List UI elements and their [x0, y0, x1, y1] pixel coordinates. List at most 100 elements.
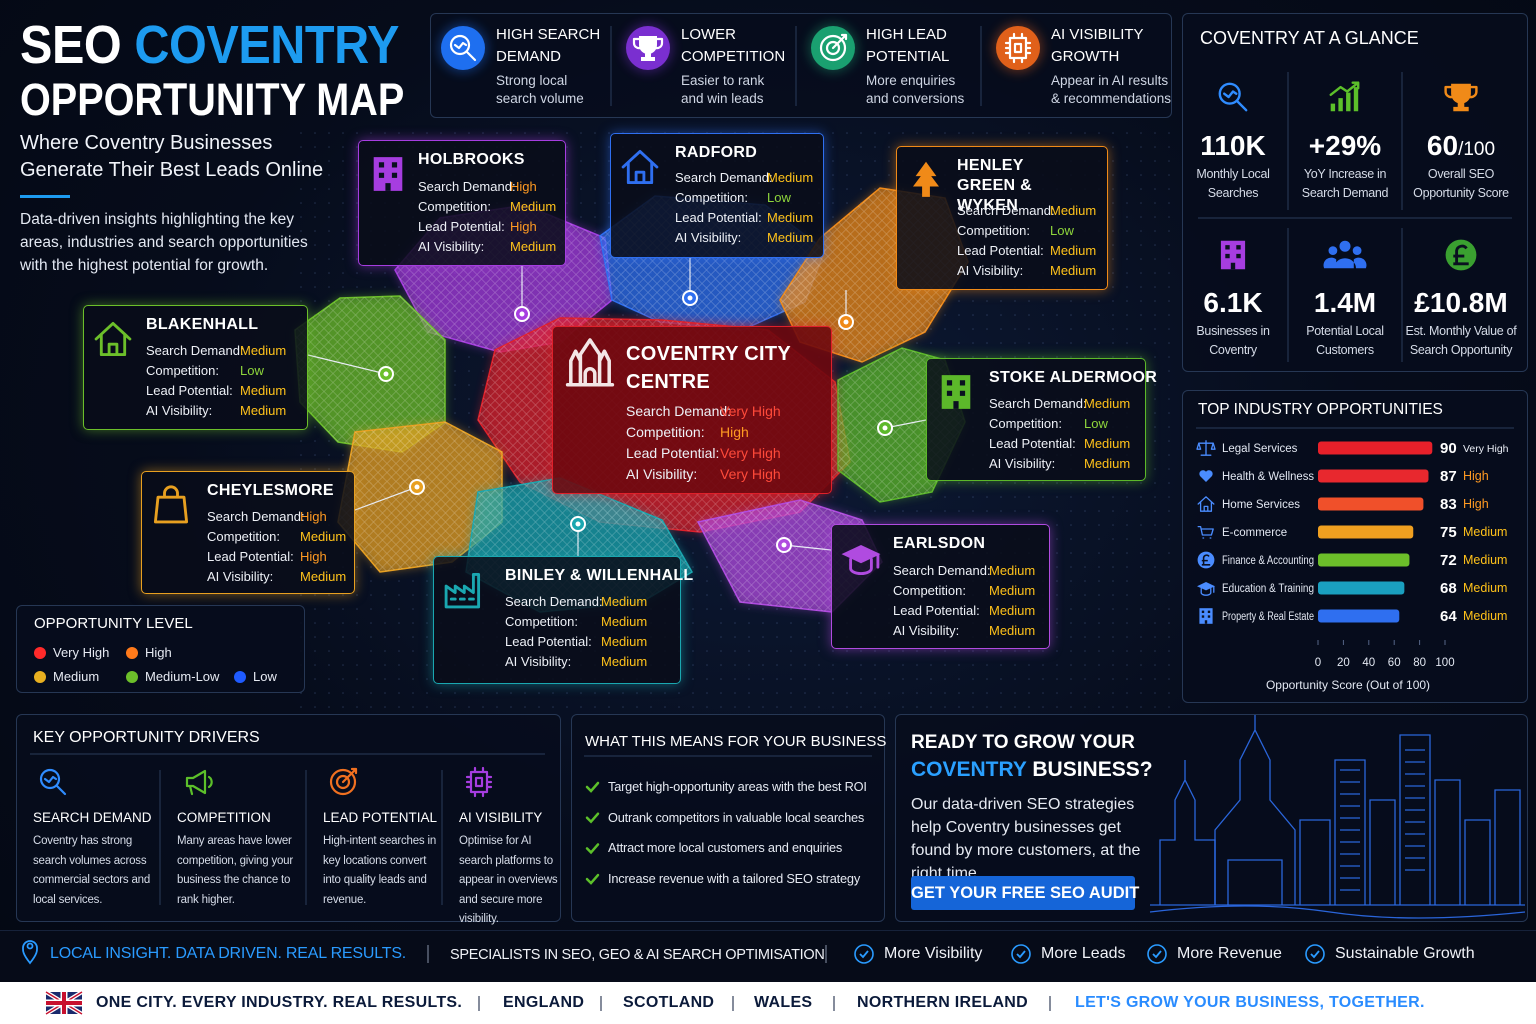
- benefit: Sustainable Growth: [1335, 945, 1475, 962]
- benefit: More Visibility: [884, 945, 983, 962]
- field-label: Competition:: [893, 583, 966, 598]
- field-label: AI Visibility:: [146, 403, 213, 418]
- area-node-core: [781, 542, 787, 548]
- glance-number: £10.8M: [1414, 287, 1508, 318]
- area-node-core: [383, 371, 389, 377]
- area-name: HOLBROOKS: [418, 151, 525, 168]
- field-label: Competition:: [957, 223, 1030, 238]
- panel: [430, 13, 1172, 118]
- legend-label: Medium-Low: [145, 669, 220, 684]
- footer-slogan: LOCAL INSIGHT. DATA DRIVEN. REAL RESULTS…: [50, 945, 407, 962]
- glance-value: 110K: [1173, 130, 1293, 162]
- field-label: Competition:: [207, 529, 280, 544]
- field-label: Lead Potential:: [626, 445, 720, 461]
- feature-text: Strong local search volume: [496, 73, 584, 106]
- field-value: Medium: [300, 569, 347, 584]
- area-name: EARLSDON: [893, 535, 986, 552]
- field-label: Search Demand:: [989, 396, 1087, 411]
- field-value: High: [300, 549, 327, 564]
- field-value: Medium: [510, 239, 557, 254]
- field-value: Medium: [767, 230, 814, 245]
- driver-text: Coventry has strong search volumes acros…: [33, 835, 151, 906]
- region-mesh: [295, 296, 445, 452]
- feature-title: LOWER COMPETITION: [681, 26, 786, 65]
- panel: [1182, 390, 1528, 703]
- subtitle: Where Coventry Businesses Generate Their…: [20, 132, 324, 181]
- field-label: Lead Potential:: [957, 243, 1044, 258]
- legend-label: Very High: [53, 645, 110, 660]
- field-value: Medium: [240, 343, 287, 358]
- glance-label: Potential Local Customers: [1306, 324, 1384, 357]
- area-name: BLAKENHALL: [146, 316, 259, 333]
- field-value: Low: [767, 190, 791, 205]
- legend-label: High: [145, 645, 172, 660]
- field-label: AI Visibility:: [893, 623, 960, 638]
- field-label: Search Demand:: [675, 170, 773, 185]
- field-label: Search Demand:: [207, 509, 305, 524]
- feature-text: Easier to rank and win leads: [681, 73, 765, 106]
- meaning-title: WHAT THIS MEANS FOR YOUR BUSINESS: [585, 733, 887, 750]
- field-value: Medium: [300, 529, 347, 544]
- field-value: Medium: [1084, 456, 1131, 471]
- panel: [571, 714, 885, 922]
- field-value: High: [510, 219, 537, 234]
- field-value: Medium: [989, 583, 1036, 598]
- field-value: Medium: [1050, 243, 1097, 258]
- bottom-region: SCOTLAND: [623, 994, 715, 1011]
- field-label: AI Visibility:: [626, 466, 698, 482]
- footer-strip: [0, 930, 1536, 980]
- cta-title: READY TO GROW YOUR: [911, 732, 1135, 753]
- region-mesh: [338, 422, 502, 572]
- connector: [307, 354, 387, 375]
- glance-number: 6.1K: [1203, 287, 1263, 318]
- title-line-2: OPPORTUNITY MAP: [20, 74, 405, 125]
- cta-title-2: COVENTRY BUSINESS?: [911, 758, 1153, 782]
- feature-text: More enquiries and conversions: [866, 73, 965, 106]
- field-label: Lead Potential:: [675, 210, 762, 225]
- driver-title: AI VISIBILITY: [459, 810, 543, 825]
- title-word: SEO: [20, 15, 122, 75]
- field-value: Medium: [240, 403, 287, 418]
- glance-label: Businesses in Coventry: [1196, 324, 1270, 357]
- area-card: [831, 524, 1050, 649]
- field-label: Competition:: [675, 190, 748, 205]
- field-label: Lead Potential:: [989, 436, 1076, 451]
- field-label: Competition:: [989, 416, 1062, 431]
- driver-text: Many areas have lower competition, givin…: [177, 835, 294, 906]
- driver-title: LEAD POTENTIAL: [323, 810, 438, 825]
- benefit: More Revenue: [1177, 945, 1282, 962]
- glance-suffix: /100: [1458, 139, 1496, 160]
- area-node-core: [575, 521, 581, 527]
- field-value: Medium: [1084, 436, 1131, 451]
- intro: Data-driven insights highlighting the ke…: [20, 211, 308, 274]
- area-node-core: [414, 484, 420, 490]
- field-value: Medium: [1084, 396, 1131, 411]
- accent-line: [20, 195, 70, 198]
- field-value: High: [720, 424, 749, 440]
- title-line-1: SEO COVENTRY: [20, 14, 399, 76]
- glance-value: £10.8M: [1401, 287, 1521, 319]
- area-node-core: [519, 311, 525, 317]
- feature-title: HIGH LEAD POTENTIAL: [866, 26, 950, 65]
- driver-text: Optimise for AI search platforms to appe…: [459, 835, 558, 925]
- legend-title: OPPORTUNITY LEVEL: [34, 615, 193, 632]
- glance-number: 60: [1426, 130, 1459, 161]
- glance-label: YoY Increase in Search Demand: [1301, 167, 1389, 200]
- field-label: AI Visibility:: [418, 239, 485, 254]
- field-label: Search Demand:: [957, 203, 1055, 218]
- cta-text: Our data-driven SEO strategies help Cove…: [911, 796, 1141, 882]
- bottom-tagline: ONE CITY. EVERY INDUSTRY. REAL RESULTS.: [96, 994, 463, 1011]
- bottom-strip: [0, 982, 1536, 1024]
- field-value: Low: [240, 363, 264, 378]
- bottom-region: WALES: [754, 994, 813, 1011]
- field-label: AI Visibility:: [989, 456, 1056, 471]
- cta-button[interactable]: GET YOUR FREE SEO AUDIT: [911, 876, 1139, 910]
- bottom-region: NORTHERN IRELAND: [857, 994, 1029, 1011]
- area-node-core: [843, 319, 849, 325]
- field-label: Lead Potential:: [893, 603, 980, 618]
- field-label: AI Visibility:: [957, 263, 1024, 278]
- field-value: Medium: [1050, 263, 1097, 278]
- glance-number: +29%: [1308, 130, 1382, 161]
